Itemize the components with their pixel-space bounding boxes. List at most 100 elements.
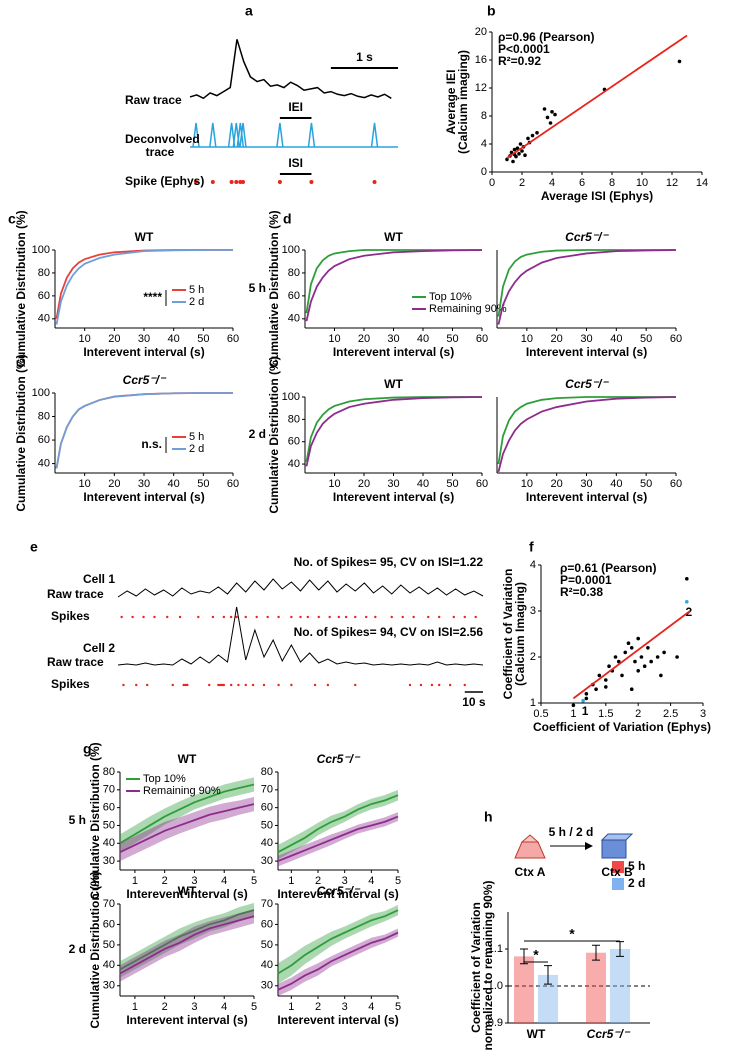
- point: [623, 650, 628, 655]
- x-tick-label: 30: [387, 478, 399, 490]
- row-label: 2 d: [69, 942, 86, 956]
- highlight-point: [581, 698, 585, 703]
- spike: [448, 683, 452, 687]
- error-bar: [544, 965, 552, 985]
- spike: [306, 615, 309, 619]
- y-tick-label: 0: [481, 166, 487, 178]
- y-axis-label: Cumulative Distribution (%): [88, 742, 102, 899]
- legend-label: 5 h: [189, 431, 204, 443]
- spike: [186, 683, 189, 687]
- x-tick-label: 50: [640, 333, 652, 345]
- context-a: [514, 841, 546, 859]
- x-axis-label: Interevent interval (s): [126, 887, 247, 901]
- raw-trace: [189, 39, 392, 100]
- row-label: Raw trace: [125, 93, 182, 107]
- x-tick-label: 2: [162, 875, 168, 887]
- y-tick-label: 40: [261, 837, 273, 849]
- spike: [142, 615, 145, 619]
- spike: [374, 615, 377, 619]
- x-tick-label: 40: [417, 333, 429, 345]
- error-bar: [592, 944, 600, 961]
- x-tick-label: 50: [446, 333, 458, 345]
- schematic-label: Ctx A: [515, 865, 546, 879]
- x-tick-label: 4: [549, 177, 555, 189]
- panel-label: c: [8, 211, 16, 227]
- significance: ****: [143, 290, 162, 304]
- panel-label: h: [484, 809, 493, 825]
- schematic-label: Ctx B: [601, 865, 633, 879]
- spike: [220, 683, 224, 687]
- x-axis-label: Coefficient of Variation (Ephys): [533, 720, 711, 734]
- spike: [178, 615, 182, 619]
- spike: [452, 615, 455, 619]
- bar: [610, 949, 630, 1023]
- point: [655, 655, 660, 659]
- series-line: [119, 803, 255, 853]
- point: [512, 147, 517, 152]
- spike: [354, 683, 357, 687]
- panel-label: b: [487, 3, 496, 19]
- spike: [408, 683, 412, 687]
- x-axis-label: Interevent interval (s): [83, 345, 204, 359]
- isi-label: ISI: [288, 156, 303, 170]
- spike: [235, 615, 238, 619]
- y-tick-label: 50: [261, 939, 273, 951]
- point: [646, 646, 650, 650]
- point: [523, 153, 527, 157]
- spike: [229, 615, 233, 619]
- point: [639, 655, 644, 659]
- x-tick-label: 4: [221, 1001, 227, 1013]
- row-label: Spike (Ephys): [125, 174, 204, 188]
- series-line: [55, 392, 233, 469]
- x-tick-label: 60: [227, 333, 239, 345]
- error-bar: [520, 948, 528, 965]
- legend-label: 2 d: [189, 443, 204, 455]
- x-tick-label: 1: [288, 875, 294, 887]
- spike: [171, 683, 174, 687]
- spike: [277, 180, 282, 184]
- spike: [419, 683, 423, 687]
- spike: [430, 683, 434, 687]
- series-line: [497, 396, 677, 473]
- point: [526, 136, 530, 141]
- point: [616, 659, 621, 664]
- y-tick-label: 40: [288, 458, 300, 470]
- panel-title: Ccr5⁻/⁻: [317, 752, 361, 766]
- point: [675, 655, 679, 659]
- point: [629, 646, 634, 650]
- annotation: P=0.0001: [560, 573, 612, 587]
- x-tick-label: 10: [328, 478, 340, 490]
- y-axis-label: Cumulative Distribution (%): [267, 356, 281, 513]
- y-tick-label: 100: [32, 387, 50, 399]
- legend-swatch: [612, 861, 624, 873]
- spike: [244, 615, 247, 619]
- error-band: [278, 905, 398, 984]
- x-axis-label: Interevent interval (s): [526, 490, 647, 504]
- y-tick-label: 80: [38, 267, 50, 279]
- x-tick-label: 20: [551, 478, 563, 490]
- row-label: Raw trace: [47, 587, 104, 601]
- point: [505, 157, 509, 162]
- error-band: [278, 928, 398, 996]
- x-tick-label: 5: [251, 1001, 257, 1013]
- y-axis-label: (normalized to remaining 90%): [481, 880, 495, 1050]
- x-tick-label: 10: [79, 333, 91, 345]
- panel-label: d: [283, 211, 292, 227]
- annotation: ρ=0.96 (Pearson): [498, 30, 594, 44]
- spike: [277, 683, 280, 687]
- point: [636, 636, 640, 641]
- y-axis-label: Cumulative Distribution (%): [267, 210, 281, 367]
- point: [642, 664, 647, 668]
- deconvolved-event: [239, 122, 247, 148]
- series-line: [497, 249, 676, 317]
- y-tick-label: 60: [261, 918, 273, 930]
- point: [636, 669, 640, 673]
- x-tick-label: 3: [342, 1001, 348, 1013]
- series-line: [55, 249, 233, 319]
- legend-label: Top 10%: [143, 773, 186, 785]
- annotation: P<0.0001: [498, 42, 550, 56]
- series-line: [305, 396, 482, 462]
- panel-title: WT: [384, 230, 403, 244]
- x-tick-label: 10: [521, 333, 533, 345]
- panel-label: e: [30, 539, 38, 555]
